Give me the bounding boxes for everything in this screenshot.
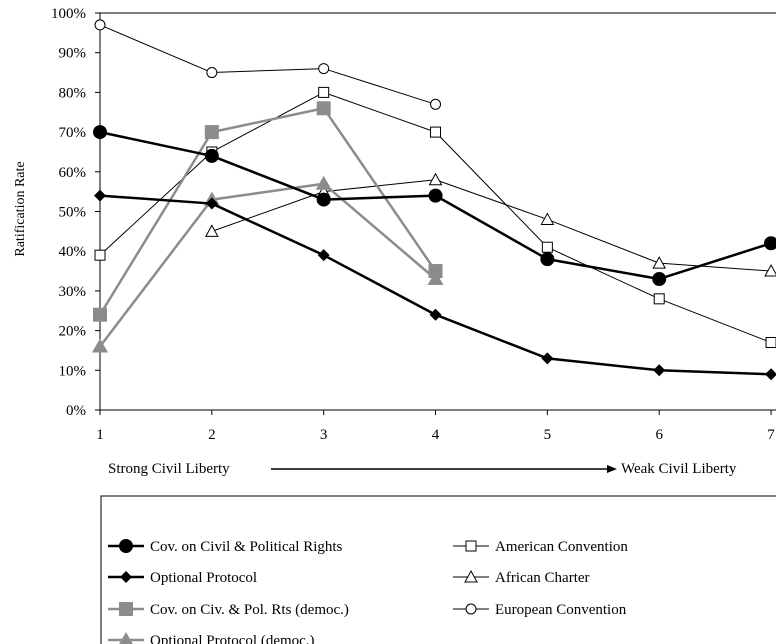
series-line — [211, 179, 772, 272]
legend-label: Optional Protocol — [150, 570, 257, 586]
data-point — [94, 19, 106, 31]
x-tick-label: 3 — [320, 427, 328, 443]
data-point — [93, 307, 107, 322]
data-point — [653, 364, 666, 377]
data-point — [652, 256, 667, 269]
data-point — [540, 252, 555, 267]
y-tick-label: 0% — [66, 403, 86, 419]
legend-marker — [120, 571, 132, 583]
data-point — [204, 148, 219, 163]
data-point — [430, 98, 442, 110]
x-tick-label: 5 — [544, 427, 552, 443]
data-point — [205, 197, 218, 210]
y-tick-label: 10% — [59, 363, 87, 379]
data-point — [93, 125, 107, 140]
data-point — [428, 188, 443, 203]
data-point — [653, 293, 665, 305]
data-point — [429, 308, 442, 321]
legend-item-african-charter: African Charter — [453, 569, 590, 586]
legend-item-optional-protocol-democ: Optional Protocol (democ.) — [108, 632, 315, 644]
data-point — [316, 192, 331, 207]
data-point — [204, 125, 219, 140]
civil-liberty-arrowhead — [607, 465, 617, 473]
series-cov-on-civil-political-rights — [93, 125, 776, 286]
data-point — [315, 175, 332, 190]
x-tick-label: 2 — [208, 427, 216, 443]
data-point — [318, 63, 330, 75]
y-tick-label: 60% — [59, 165, 87, 181]
legend-label: Cov. on Civil & Political Rights — [150, 539, 343, 555]
series-line — [98, 107, 437, 316]
legend-item-european-convention: European Convention — [453, 602, 627, 618]
legend-item-cov-on-civ-pol-rts-democ: Cov. on Civ. & Pol. Rts (democ.) — [108, 602, 349, 618]
x-tick-label: 1 — [96, 427, 104, 443]
data-point — [428, 172, 443, 186]
x-tick-label: 4 — [432, 427, 440, 443]
y-tick-label: 70% — [59, 125, 87, 141]
x-tick-label: 7 — [767, 427, 775, 443]
strong-civil-liberty-label: Strong Civil Liberty — [108, 461, 230, 477]
y-tick-label: 40% — [59, 244, 87, 260]
y-axis-title: Ratification Rate — [13, 161, 28, 256]
data-point — [430, 126, 442, 138]
legend: Cov. on Civil & Political Rights American… — [108, 539, 628, 644]
legend-label: Optional Protocol (democ.) — [150, 633, 315, 644]
data-point — [206, 67, 218, 79]
series-optional-protocol-democ — [92, 175, 444, 353]
y-tick-label: 50% — [59, 205, 87, 221]
y-tick-label: 20% — [59, 324, 87, 340]
x-tick-label: 6 — [655, 427, 663, 443]
y-tick-label: 100% — [51, 6, 86, 22]
legend-marker — [119, 632, 133, 644]
data-point — [652, 271, 667, 286]
data-point — [94, 249, 106, 261]
legend-label: European Convention — [495, 602, 627, 618]
series-line — [99, 24, 436, 105]
series-line — [99, 182, 437, 348]
legend-item-american-convention: American Convention — [453, 539, 628, 555]
y-tick-label: 80% — [59, 85, 87, 101]
data-point — [92, 338, 108, 353]
legend-item-optional-protocol: Optional Protocol — [108, 570, 257, 586]
plot-area: 0% 10% 20% 30% 40% 50% 60% 70% 80% 90% 100% 1 2 3 4 5 6 7 — [51, 6, 776, 443]
legend-label: Cov. on Civ. & Pol. Rts (democ.) — [150, 602, 349, 618]
data-point — [541, 241, 553, 253]
legend-item-cov-on-civil-political-rights: Cov. on Civil & Political Rights — [108, 539, 343, 555]
legend-marker — [464, 569, 478, 583]
legend-box — [100, 495, 776, 644]
legend-marker — [119, 602, 133, 616]
data-point — [427, 270, 444, 285]
series-optional-protocol — [94, 189, 776, 381]
data-point — [317, 249, 330, 262]
data-point — [318, 86, 330, 98]
series-line — [99, 130, 772, 281]
legend-label: African Charter — [495, 570, 590, 586]
data-point — [540, 212, 555, 225]
series-european-convention — [94, 19, 442, 110]
y-tick-label: 30% — [59, 284, 87, 300]
weak-civil-liberty-label: Weak Civil Liberty — [621, 461, 737, 477]
data-point — [765, 337, 776, 349]
y-tick-label: 90% — [59, 46, 87, 62]
data-point — [764, 264, 776, 277]
data-point — [94, 189, 106, 202]
data-point — [541, 352, 554, 365]
legend-label: American Convention — [495, 539, 628, 555]
data-point — [204, 224, 219, 237]
data-point — [316, 101, 331, 116]
data-point — [764, 236, 776, 251]
legend-marker — [119, 539, 133, 553]
legend-marker — [465, 540, 477, 552]
legend-marker — [465, 603, 477, 615]
data-point — [765, 368, 776, 381]
